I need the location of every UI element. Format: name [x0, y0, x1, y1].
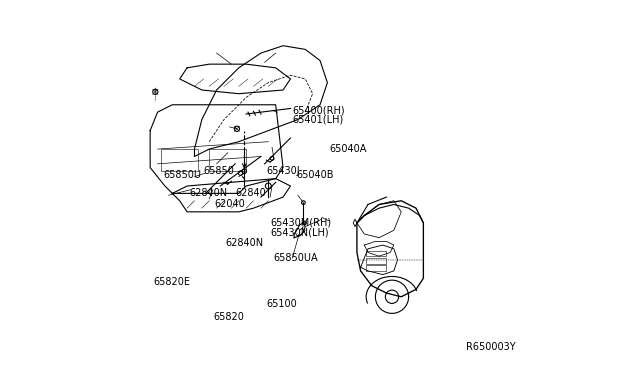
- Text: 65430J: 65430J: [266, 166, 300, 176]
- Text: R650003Y: R650003Y: [466, 341, 515, 352]
- FancyBboxPatch shape: [366, 258, 387, 263]
- Text: 65401(LH): 65401(LH): [292, 115, 344, 125]
- Text: 65430N(LH): 65430N(LH): [270, 227, 329, 237]
- Text: 65040A: 65040A: [329, 144, 367, 154]
- Text: 65820E: 65820E: [153, 277, 190, 287]
- Text: 62840: 62840: [235, 188, 266, 198]
- Text: 65430M(RH): 65430M(RH): [270, 218, 332, 228]
- Text: 62840N: 62840N: [226, 238, 264, 248]
- Text: 65100: 65100: [266, 299, 297, 309]
- Text: 62040: 62040: [215, 199, 246, 209]
- Text: 65820: 65820: [213, 312, 244, 322]
- Text: 65850UA: 65850UA: [274, 253, 319, 263]
- FancyBboxPatch shape: [366, 265, 387, 271]
- FancyBboxPatch shape: [161, 149, 198, 171]
- Text: 65850: 65850: [204, 166, 235, 176]
- Text: 65040B: 65040B: [296, 170, 333, 180]
- Text: 65400(RH): 65400(RH): [292, 105, 345, 115]
- FancyBboxPatch shape: [209, 149, 246, 171]
- Text: 62840N: 62840N: [189, 188, 227, 198]
- Text: 65850U: 65850U: [163, 170, 201, 180]
- FancyBboxPatch shape: [366, 251, 387, 256]
